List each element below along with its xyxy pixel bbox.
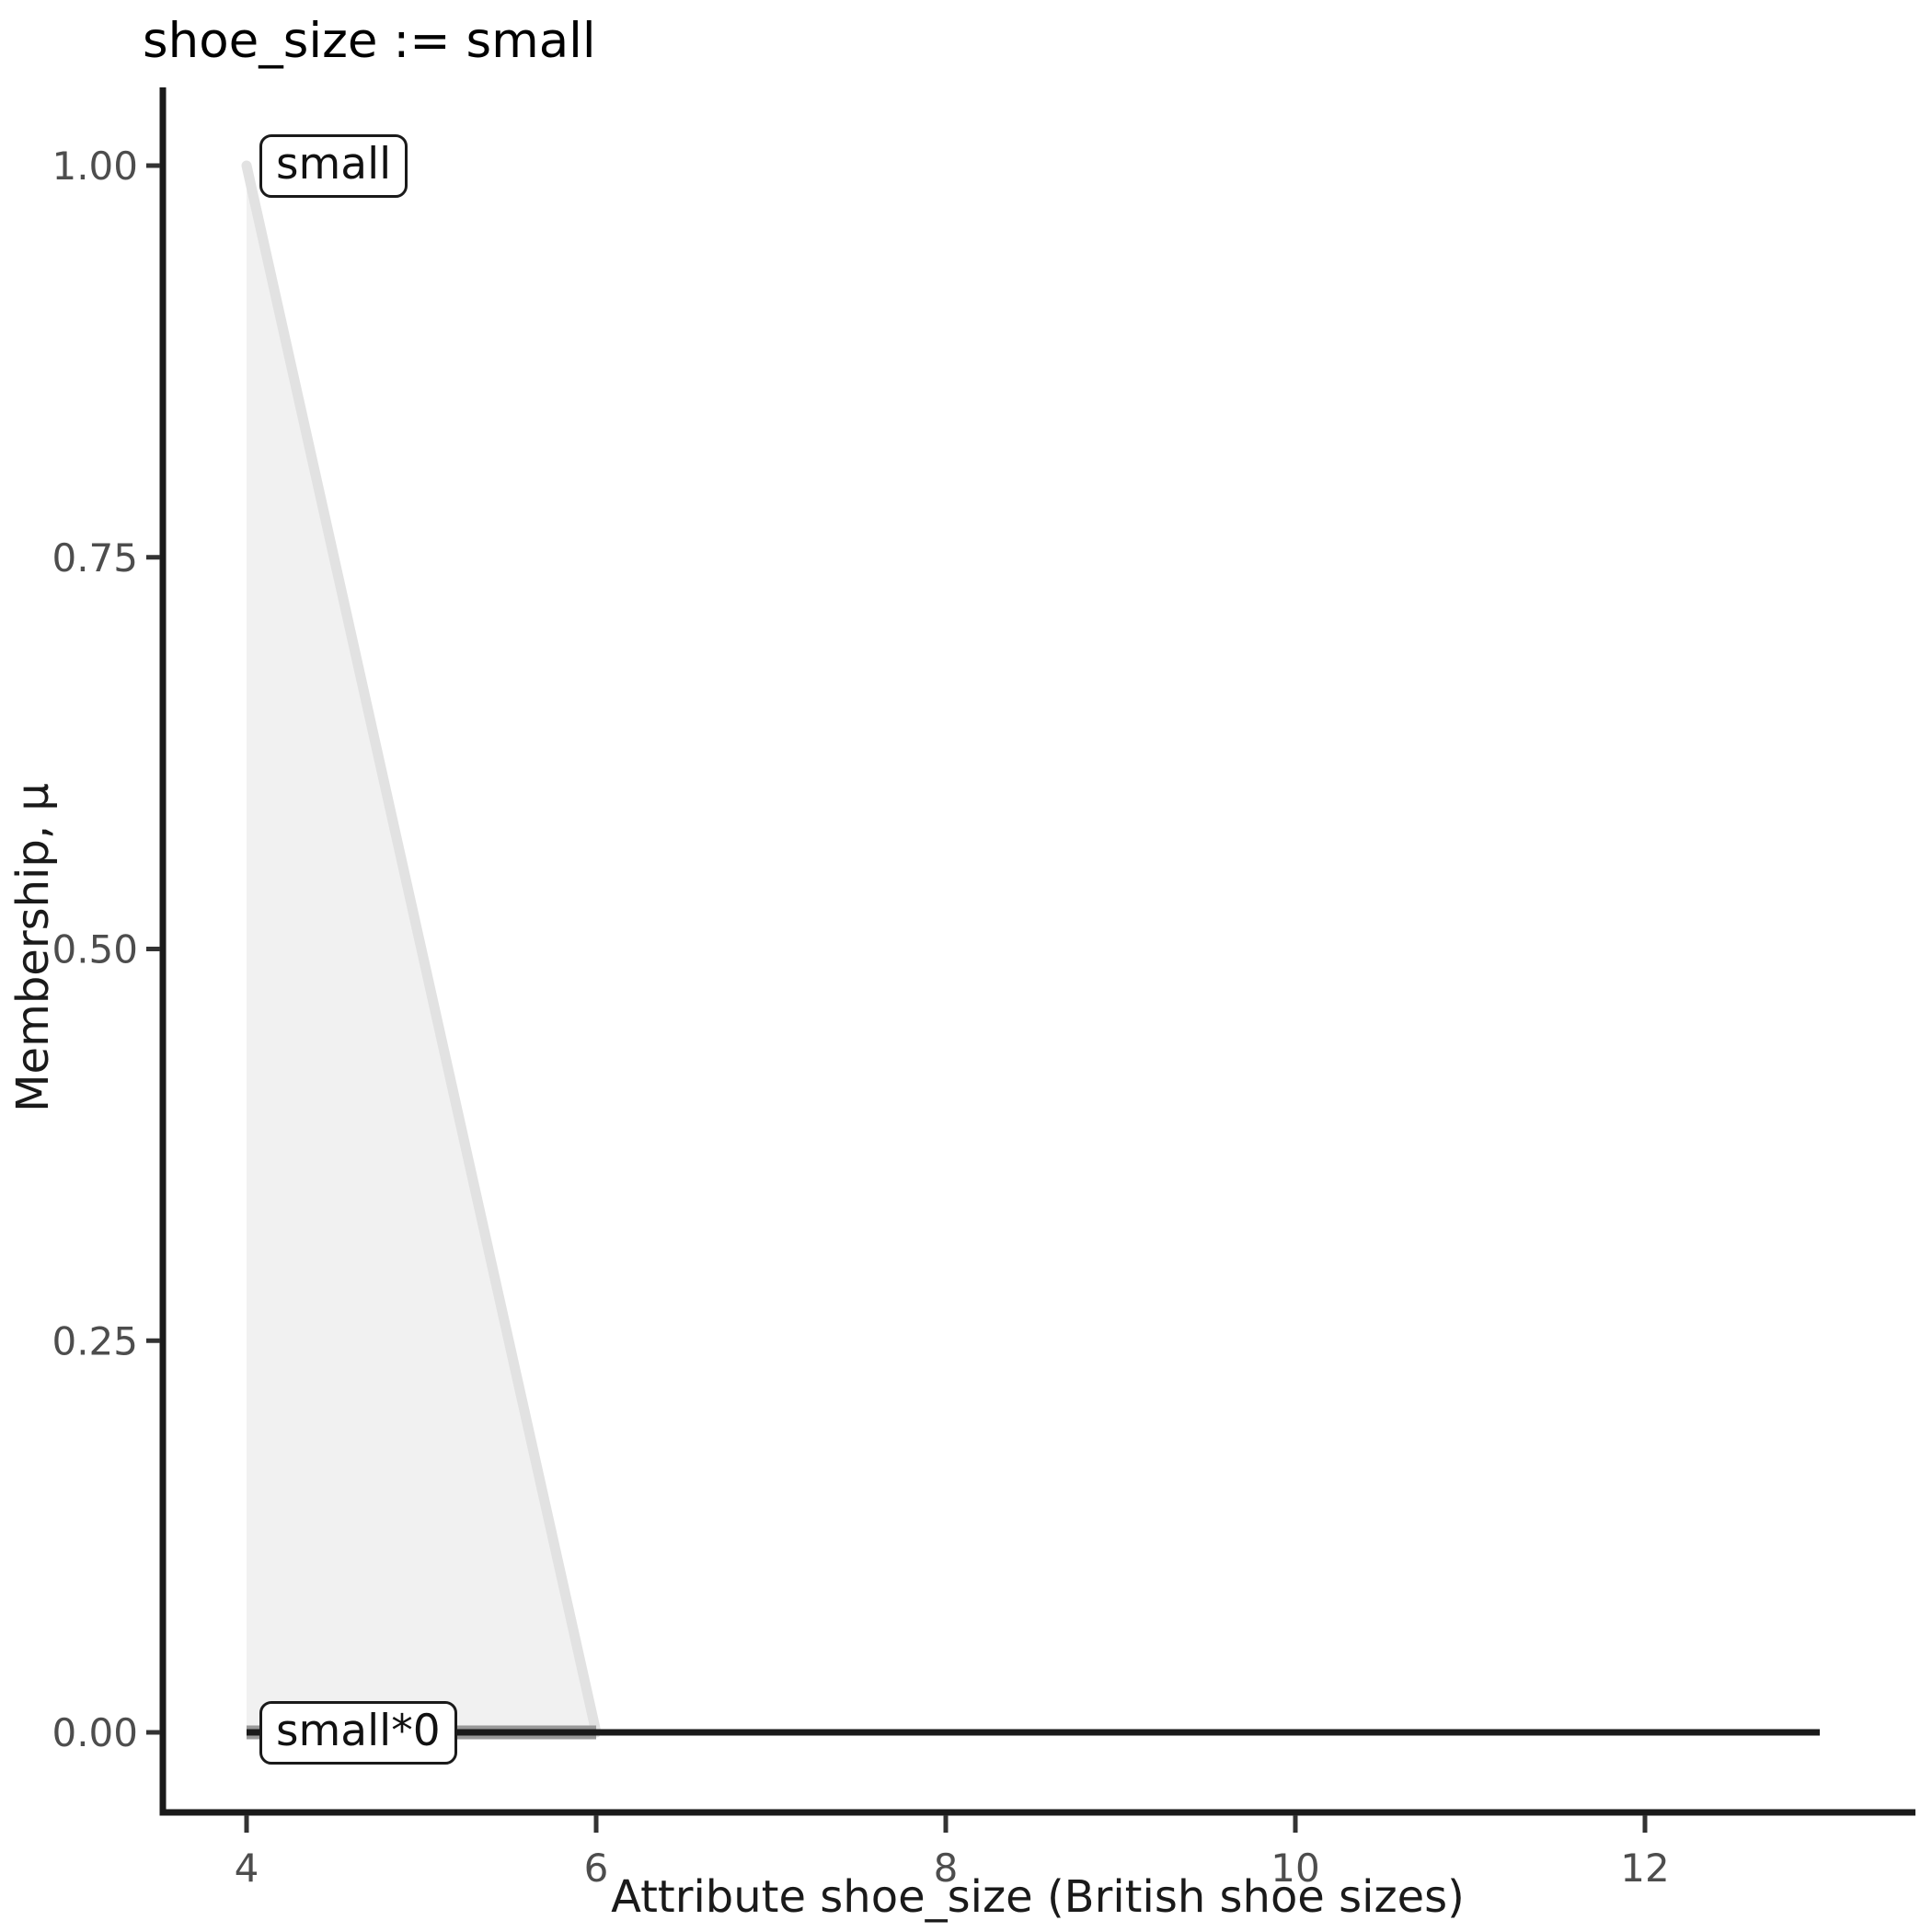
y-tick-label: 1.00: [52, 144, 138, 189]
y-tick-label: 0.00: [52, 1710, 138, 1755]
y-tick-label: 0.75: [52, 535, 138, 581]
membership-line-small: [241, 160, 602, 1738]
y-tick-label: 0.25: [52, 1318, 138, 1363]
x-tick-label: 12: [1620, 1846, 1669, 1891]
x-tick-label: 6: [584, 1846, 609, 1891]
chart-title: shoe_size := small: [143, 13, 596, 69]
x-axis-title: Attribute shoe_size (British shoe sizes): [611, 1871, 1465, 1923]
x-tick-label: 10: [1271, 1846, 1319, 1891]
x-tick-label: 4: [235, 1846, 259, 1891]
fuzzy-set-label-small: small: [259, 133, 408, 198]
y-axis-ticks: 0.00 0.25 0.50 0.75 1.00: [52, 144, 160, 1755]
fuzzy-set-label-small-times-zero: small*0: [259, 1700, 457, 1765]
x-tick-label: 8: [934, 1846, 959, 1891]
y-tick-label: 0.50: [52, 927, 138, 972]
y-axis-title: Membership, μ: [7, 783, 59, 1112]
x-axis-ticks: 4 6 8 10 12: [235, 1815, 1670, 1891]
